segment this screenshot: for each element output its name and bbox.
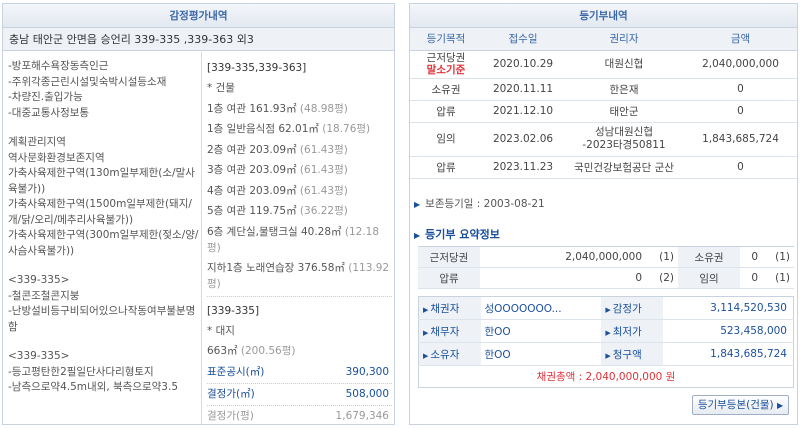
appraisal-notes: -방포해수욕장동측인근 -주위각종근린시설및숙박시설등소재 -차량진.출입가능 … (3, 52, 202, 424)
note-line: -방포해수욕장동측인근 (8, 60, 109, 72)
note-line: -난방설비등구비되어있으나작동여부불분명함 (8, 305, 196, 333)
note-line: 역사문화환경보존지역 (8, 151, 105, 164)
table-row: 근저당권 말소기준 2020.10.29 대원신협 2,040,000,000 (410, 50, 797, 79)
floor-item: 1층 일반음식점 62.01㎡ (18.76평) (207, 123, 371, 135)
bullet-icon: ▶ (423, 328, 429, 337)
col-header: 권리자 (564, 28, 684, 51)
debtor-link[interactable]: 한OO (480, 319, 602, 343)
note-line: -등고평탄한2필일단사다리형토지 (8, 365, 154, 378)
note-line: -대중교통사정보통 (8, 106, 90, 119)
floor-item: 2층 여관 203.09㎡ (61.43평) (207, 143, 348, 156)
col-header: 금액 (684, 28, 797, 51)
note-line: -철콘조철콘지붕 (8, 289, 80, 302)
register-panel: 등기부내역 등기목적 접수일 권리자 금액 근저당권 말소기준 2020.10.2… (409, 3, 798, 425)
col-header: 등기목적 (410, 28, 482, 51)
table-row: ▶ 소유자 한OO ▶ 청구액 1,843,685,724 (418, 342, 794, 366)
note-line: -주위각종근린시설및숙박시설등소재 (8, 75, 167, 88)
bullet-icon: ▶ (605, 351, 611, 360)
lot-numbers: [339-335] (207, 304, 260, 317)
land-label: * 대지 (207, 324, 235, 337)
table-row: 근저당권 2,040,000,000 (1) 소유권 0 (1) (418, 246, 794, 268)
baseline-badge: 말소기준 (426, 64, 466, 76)
bullet-icon: ▶ (605, 305, 611, 314)
note-line: <339-335> (8, 274, 70, 286)
preservation-date: ▶ 보존등기일 : 2003-08-21 (414, 198, 545, 210)
note-line: -남측으로약4.5m내외, 북측으로약3.5 (8, 381, 179, 393)
owner-link[interactable]: 한OO (480, 342, 602, 366)
arrow-right-icon: ▶ (414, 200, 421, 209)
bullet-icon: ▶ (423, 351, 429, 360)
appraisal-title: 감정평가내역 (3, 4, 394, 28)
note-line: 계획관리지역 (8, 136, 66, 148)
note-line: 가축사육제한구역(1500m일부제한(돼지/개/닭/오리/메추리사육불가)) (8, 198, 192, 226)
note-line: -차량진.출입가능 (8, 91, 83, 103)
register-title: 등기부내역 (410, 4, 797, 28)
building-label: * 건물 (207, 82, 235, 94)
note-line: 가축사육제한구역(130m일부제한(소/말사육불가)) (8, 167, 195, 195)
price-row: 결정가(㎡) 508,000 (207, 384, 392, 406)
table-row: 압류 2021.12.10 태안군 0 (410, 100, 797, 123)
land-area: 663㎡ (200.56평) (207, 345, 296, 357)
claims-total: 채권총액 : 2,040,000,000 원 (536, 371, 676, 383)
property-address: 충남 태안군 안면읍 승언리 339-335 ,339-363 외3 (3, 28, 394, 51)
floor-item: 1층 여관 161.93㎡ (48.98평) (207, 102, 348, 115)
building-details: [339-335,339-363] * 건물 1층 여관 161.93㎡ (48… (203, 52, 394, 425)
appraisal-panel: 감정평가내역 충남 태안군 안면읍 승언리 339-335 ,339-363 외… (2, 3, 395, 425)
note-line: 가축사육제한구역(300m일부제한(젖소/양/사슴사육불가)) (8, 229, 199, 257)
table-row: 압류 2023.11.23 국민건강보험공단 군산 0 (410, 156, 797, 179)
table-row: 임의 2023.02.06 성남대원신협 -2023타경50811 1,843,6… (410, 122, 797, 157)
price-row: 표준공시(㎡) 390,300 (207, 362, 392, 384)
note-line: <339-335> (8, 350, 70, 362)
party-table: ▶ 채권자 성OOOOOOO... ▶ 감정가 3,114,520,530 ▶ 채무자… (418, 296, 794, 388)
floor-item: 5층 여관 119.75㎡ (36.22평) (207, 205, 348, 217)
floor-item: 4층 여관 203.09㎡ (61.43평) (207, 184, 348, 197)
bullet-icon: ▶ (423, 305, 429, 314)
table-row: ▶ 채무자 한OO ▶ 최저가 523,458,000 (418, 319, 794, 343)
table-row: 압류 0 (2) 임의 0 (1) (418, 267, 794, 289)
floor-item: 지하1층 노래연습장 376.58㎡ (113.92평) (207, 261, 390, 290)
arrow-right-icon: ▶ (414, 231, 421, 240)
creditor-link[interactable]: 성OOOOOOO... (480, 296, 602, 320)
register-table: 등기목적 접수일 권리자 금액 근저당권 말소기준 2020.10.29 대원신협… (410, 28, 797, 179)
floor-item: 3층 여관 203.09㎡ (61.43평) (207, 164, 348, 176)
summary-title: ▶ 등기부 요약정보 (414, 228, 500, 241)
bullet-icon: ▶ (605, 328, 611, 337)
summary-table: 근저당권 2,040,000,000 (1) 소유권 0 (1) 압류 0 (2… (418, 246, 794, 289)
table-row: 소유권 2020.11.11 한은재 0 (410, 78, 797, 101)
arrow-right-icon: ▶ (777, 401, 784, 410)
lot-numbers: [339-335,339-363] (207, 62, 307, 74)
register-copy-button[interactable]: 등기부등본(건물) ▶ (692, 395, 789, 415)
col-header: 접수일 (482, 28, 564, 51)
table-row: ▶ 채권자 성OOOOOOO... ▶ 감정가 3,114,520,530 (418, 296, 794, 320)
price-row: 결정가(평) 1,679,346 (207, 406, 392, 425)
floor-item: 6층 계단실,물탱크실 40.28㎡ (12.18평) (207, 225, 380, 254)
